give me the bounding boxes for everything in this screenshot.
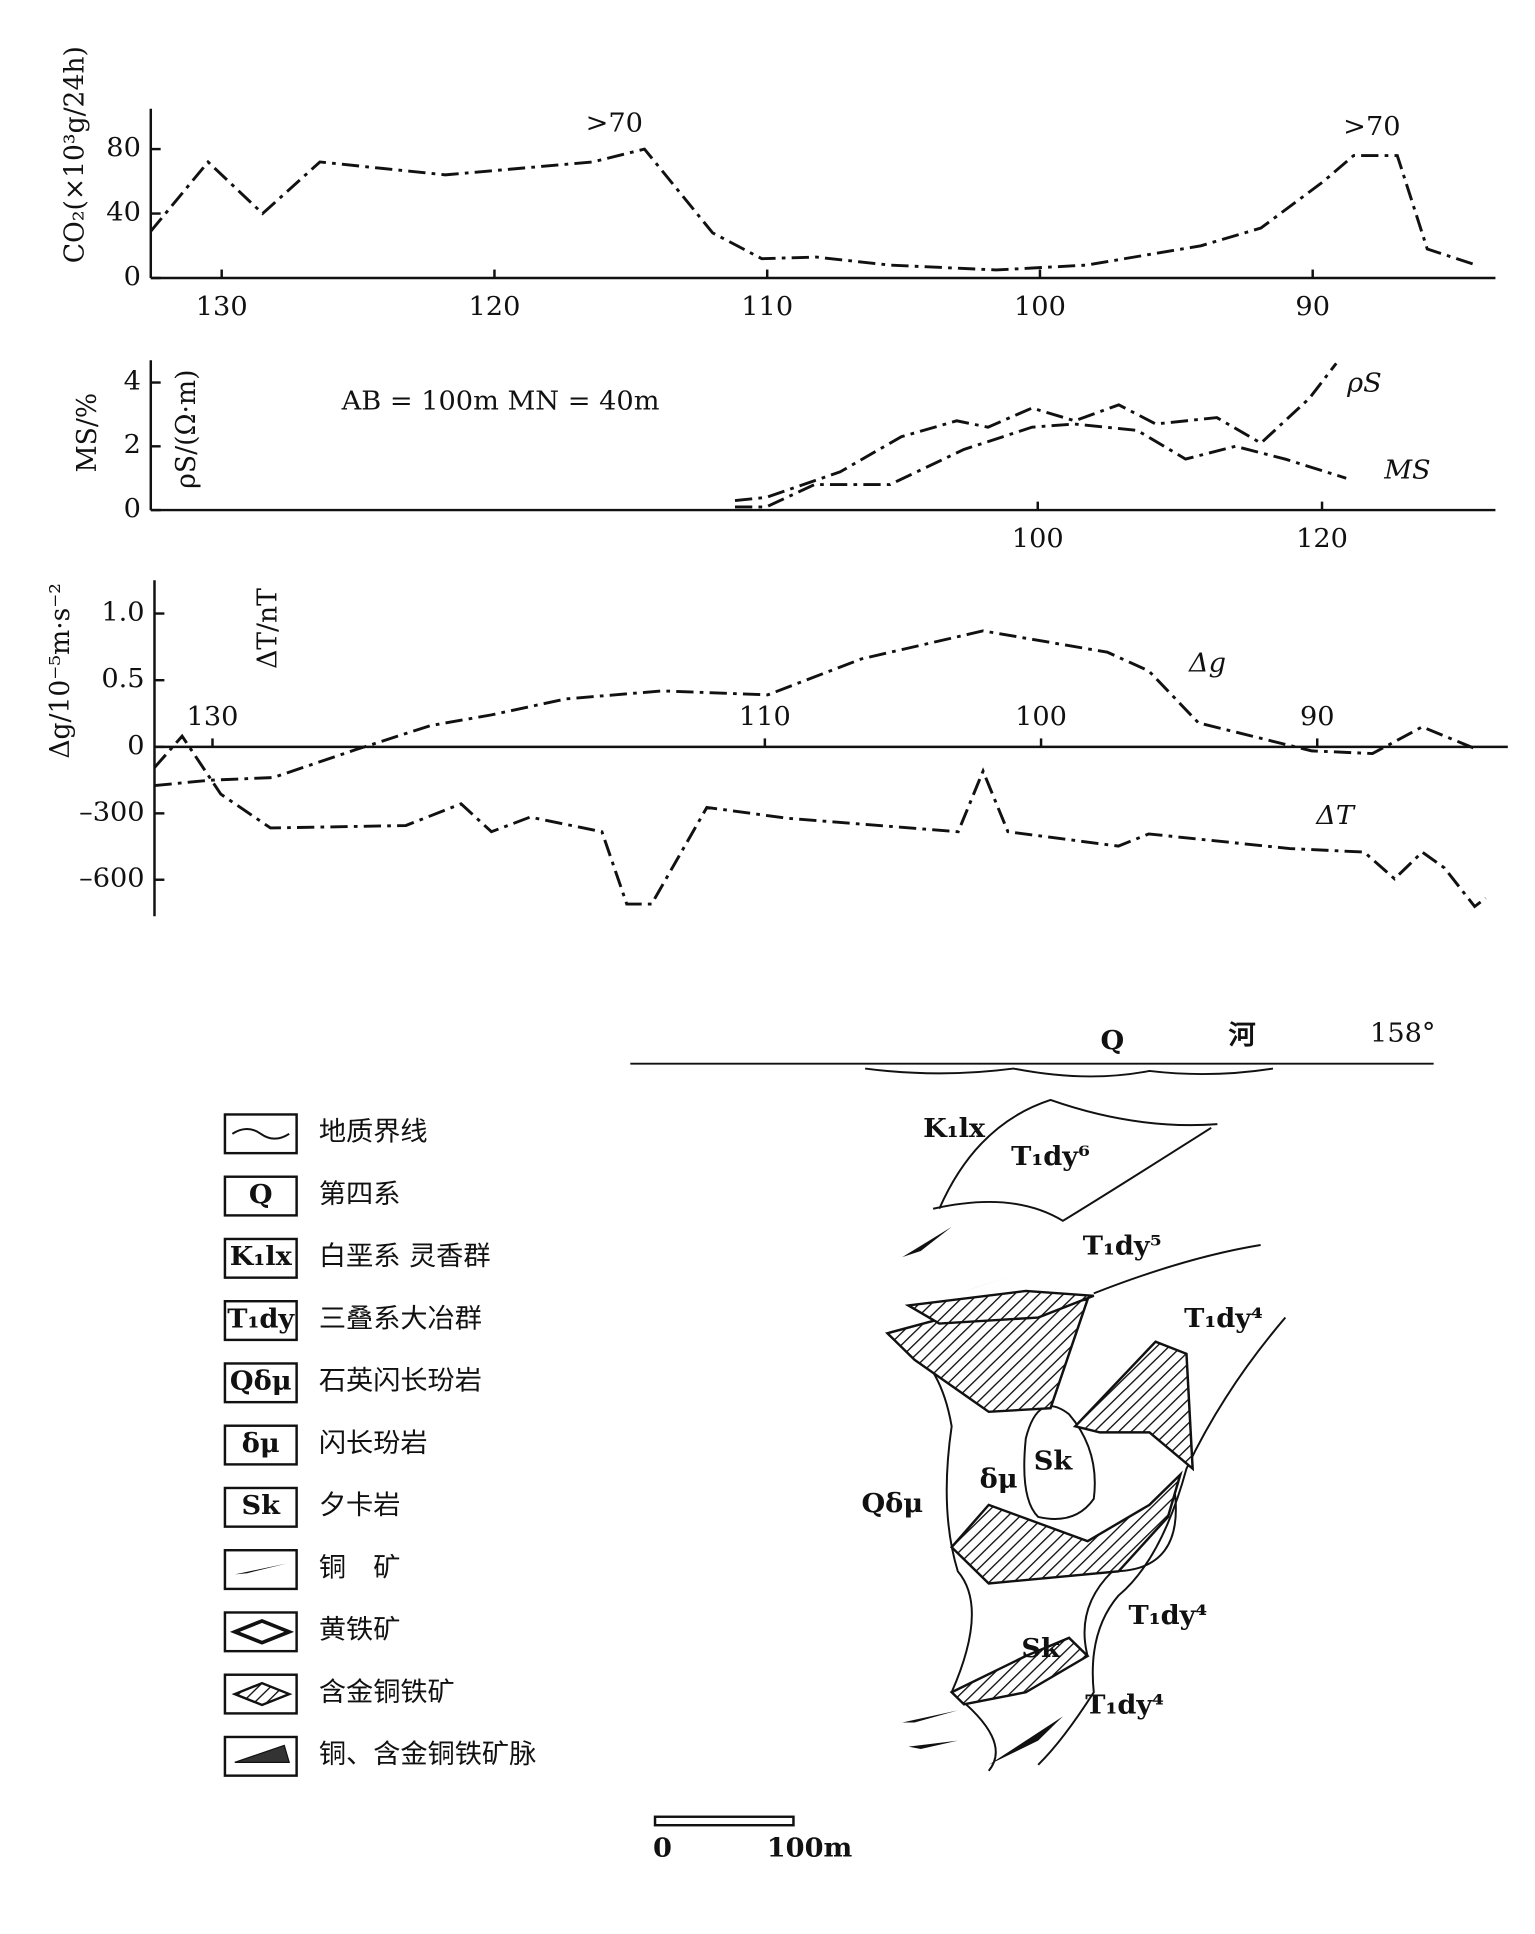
- x-tick-label: 130: [196, 291, 248, 322]
- x-tick-label: 130: [187, 701, 239, 732]
- series-label: ΔT: [1315, 800, 1356, 831]
- boundary: [932, 1126, 1212, 1222]
- y-tick-label: 0.5: [101, 663, 144, 694]
- x-tick-label: 90: [1295, 291, 1330, 322]
- section-label: 158°: [1370, 1018, 1435, 1049]
- series-label: MS: [1383, 455, 1430, 486]
- y-tick-label: 0: [124, 261, 141, 292]
- section-label: T₁dy⁴: [1085, 1690, 1164, 1721]
- legend-label: 黄铁矿: [319, 1615, 401, 1646]
- ore-body: [904, 1289, 1095, 1325]
- ore-body: [1072, 1340, 1195, 1472]
- scale-bar: [653, 1815, 795, 1827]
- boundary: [889, 1334, 997, 1772]
- x-tick-label: 100: [1015, 701, 1067, 732]
- section-label: δμ: [980, 1464, 1018, 1495]
- legend-label: 铜、含金铜铁矿脉: [319, 1740, 537, 1771]
- legend-symbol: Q: [249, 1179, 273, 1210]
- legend-box: [223, 1486, 298, 1528]
- data-line: [734, 422, 1347, 509]
- x-tick-label: 90: [1300, 701, 1335, 732]
- legend-symbol: T₁dy: [227, 1304, 295, 1335]
- annotation: >70: [1343, 111, 1400, 142]
- legend-box: [223, 1175, 298, 1217]
- legend-label: 夕卡岩: [319, 1491, 401, 1522]
- y-tick-label: 80: [106, 132, 141, 163]
- scale-label: 100m: [767, 1833, 852, 1864]
- boundary: [938, 1098, 1218, 1210]
- y-axis-label: MS/%: [72, 393, 103, 473]
- y-tick-label: –300: [79, 797, 144, 828]
- legend: 地质界线 Q 第四系 K₁lx 白垩系 灵香群 T₁dy 三叠系大冶群 Qδμ 石英闪长玢岩 δμ…: [223, 1113, 537, 1777]
- legend-label: 含金铜铁矿: [319, 1677, 455, 1708]
- y-tick-label: 0: [124, 493, 141, 524]
- quaternary-base: [865, 1067, 1274, 1078]
- boundary: [1037, 1316, 1287, 1766]
- y-axis-label: CO₂(×10³g/24h): [59, 46, 90, 263]
- legend-glyph: [231, 1681, 293, 1707]
- legend-symbol: K₁lx: [230, 1241, 293, 1272]
- legend-glyph: [234, 1744, 291, 1763]
- geologic-section: [630, 1062, 1434, 1827]
- x-tick-label: 120: [469, 291, 521, 322]
- series-label: Δg: [1188, 648, 1226, 679]
- data-line: [154, 629, 1479, 787]
- x-tick-label: 110: [739, 701, 791, 732]
- legend-label: 石英闪长玢岩: [319, 1366, 482, 1397]
- legend-label: 第四系: [319, 1179, 401, 1210]
- legend-box: [223, 1300, 298, 1342]
- section-label: Sk: [1034, 1446, 1074, 1477]
- legend-symbol: Sk: [242, 1491, 282, 1522]
- annotation: >70: [586, 108, 643, 139]
- data-line: [734, 362, 1338, 502]
- y-tick-label: –600: [79, 863, 144, 894]
- legend-label: 白垩系 灵香群: [319, 1241, 491, 1272]
- y2-axis-label: ΔT/nT: [252, 588, 283, 669]
- data-line: [149, 147, 1477, 272]
- y-tick-label: 40: [106, 197, 141, 228]
- y-tick-label: 4: [124, 366, 141, 397]
- section-label: K₁lx: [923, 1113, 986, 1144]
- section-label: Q: [1100, 1025, 1124, 1056]
- y-tick-label: 0: [127, 730, 144, 761]
- x-tick-label: 100: [1012, 524, 1064, 555]
- section-label: T₁dy⁵: [1083, 1231, 1162, 1262]
- series-label: ρS: [1346, 368, 1382, 399]
- y-tick-label: 1.0: [101, 597, 144, 628]
- ore-body: [949, 1470, 1183, 1585]
- legend-glyph: [234, 1563, 287, 1575]
- section-label: T₁dy⁶: [1011, 1141, 1090, 1172]
- section-label: Sk: [1021, 1633, 1061, 1664]
- annotation: AB = 100m MN = 40m: [341, 386, 660, 417]
- legend-box: [223, 1424, 298, 1466]
- legend-box: [223, 1237, 298, 1279]
- boundary: [1093, 1244, 1261, 1295]
- legend-glyph: [229, 1618, 295, 1645]
- section-label: T₁dy⁴: [1184, 1303, 1263, 1334]
- scale-label: 0: [653, 1833, 672, 1864]
- legend-glyph: [231, 1128, 290, 1140]
- section-label: 河: [1228, 1020, 1255, 1051]
- diorite-body: [1023, 1405, 1096, 1520]
- ore-body: [949, 1636, 1090, 1706]
- y-axis-label: Δg/10⁻⁵m·s⁻²: [45, 583, 76, 759]
- y-tick-label: 2: [124, 430, 141, 461]
- legend-label: 三叠系大冶群: [319, 1304, 482, 1335]
- legend-label: 地质界线: [319, 1117, 428, 1148]
- legend-symbol: Qδμ: [230, 1366, 292, 1397]
- legend-symbol: δμ: [242, 1428, 280, 1459]
- legend-label: 铜 矿: [319, 1553, 401, 1584]
- legend-label: 闪长玢岩: [319, 1428, 428, 1459]
- x-tick-label: 110: [741, 291, 793, 322]
- section-label: T₁dy⁴: [1129, 1600, 1208, 1631]
- section-label: Qδμ: [861, 1488, 923, 1519]
- x-tick-label: 100: [1014, 291, 1066, 322]
- y2-axis-label: ρS/(Ω·m): [171, 370, 202, 489]
- x-tick-label: 120: [1296, 524, 1348, 555]
- data-line: [153, 733, 1487, 909]
- legend-box: [223, 1362, 298, 1404]
